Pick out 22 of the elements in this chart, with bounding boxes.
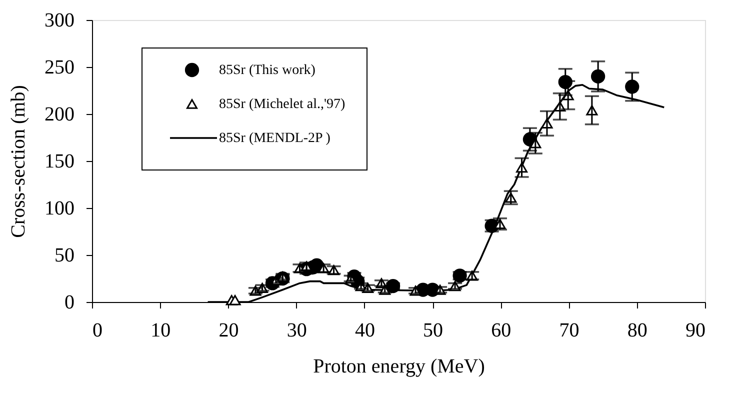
x-axis-title: Proton energy (MeV) [313, 356, 485, 378]
x-tick-label: 70 [559, 320, 580, 342]
y-tick-label: 100 [44, 198, 74, 220]
x-tick-label: 20 [218, 320, 239, 342]
legend-label: 85Sr (This work) [219, 63, 316, 78]
y-tick-label: 250 [44, 56, 74, 78]
x-tick-label: 90 [686, 320, 706, 342]
x-tick-label: 40 [354, 320, 375, 342]
y-tick-label: 200 [44, 104, 74, 126]
x-tick-label: 30 [286, 320, 307, 342]
legend-label: 85Sr (MENDL-2P ) [219, 131, 331, 146]
y-axis-title: Cross-section (mb) [8, 85, 30, 238]
x-tick-label: 80 [627, 320, 648, 342]
legend-label: 85Sr (Michelet al.,'97) [219, 97, 346, 112]
x-tick-label: 0 [92, 320, 102, 342]
x-tick-label: 50 [423, 320, 444, 342]
y-tick-label: 300 [44, 10, 74, 32]
x-tick-label: 60 [491, 320, 512, 342]
x-tick-label: 10 [150, 320, 171, 342]
y-tick-label: 150 [44, 150, 74, 172]
y-tick-label: 0 [64, 292, 74, 314]
y-tick-label: 50 [54, 244, 74, 266]
